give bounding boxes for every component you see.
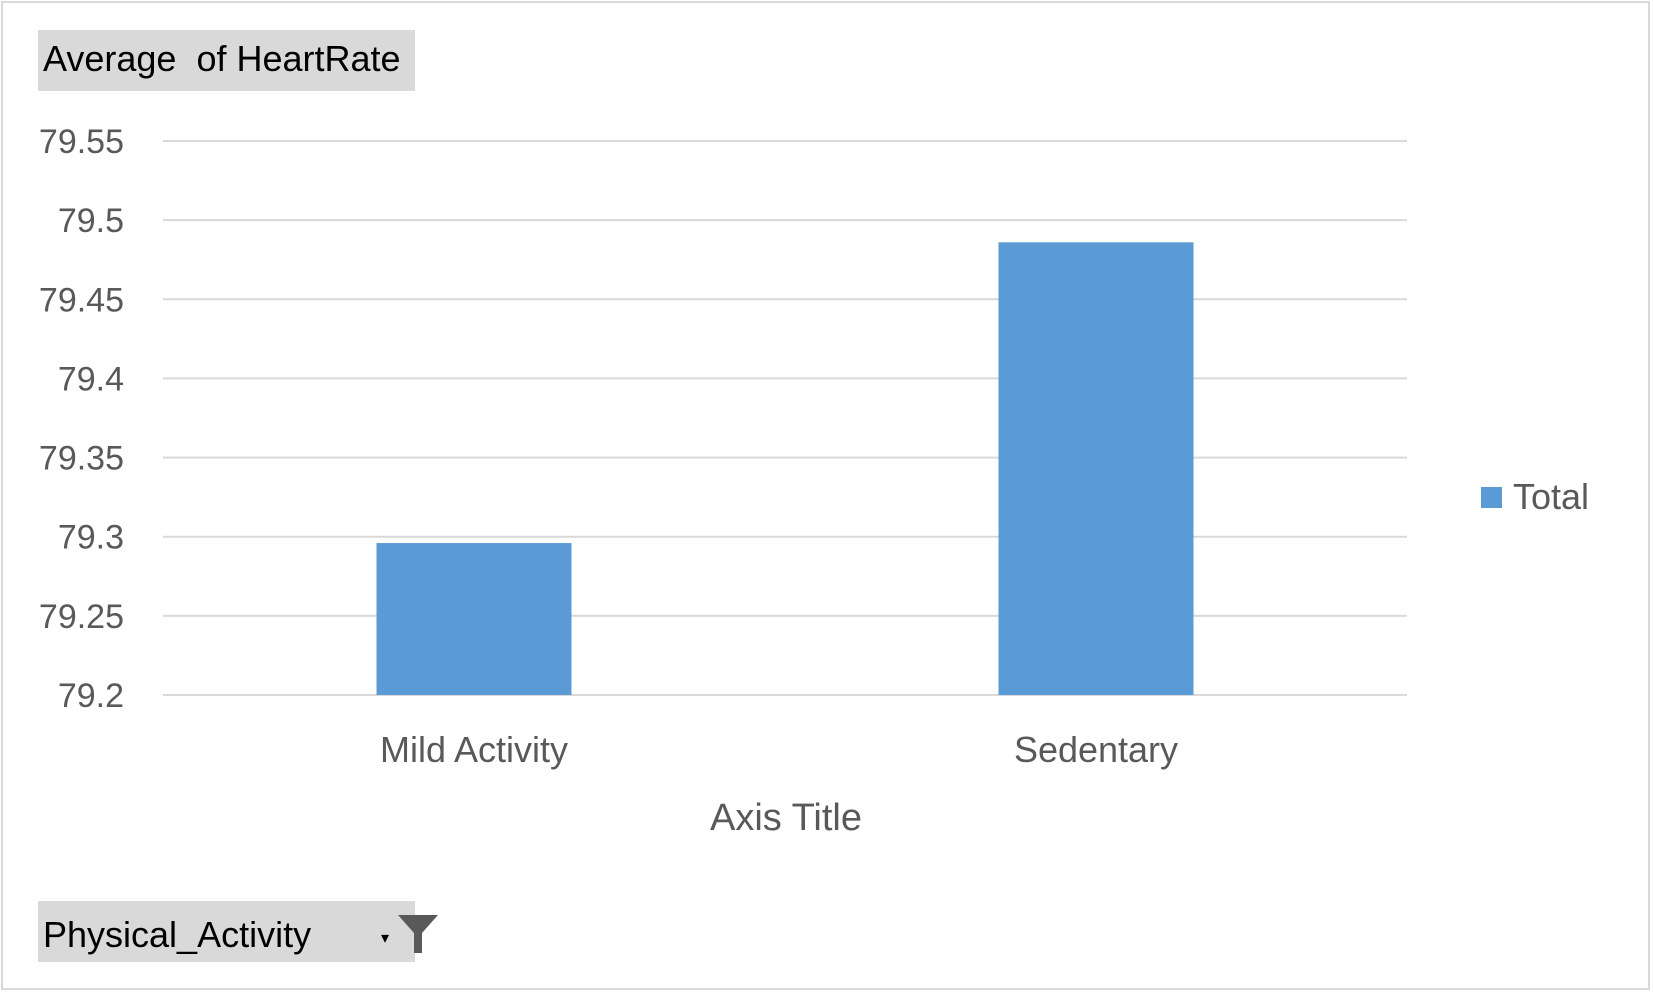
bar-mild-activity[interactable] (376, 543, 572, 695)
axis-field-label: Physical_Activity (43, 914, 312, 955)
y-tick-label: 79.45 (39, 281, 124, 319)
legend-swatch-total (1481, 487, 1502, 508)
y-tick-label: 79.25 (39, 598, 124, 636)
values-field-label: Average of HeartRate (43, 38, 401, 79)
axis-field-button[interactable]: Physical_Activity ▾ (38, 901, 438, 962)
bars[interactable] (376, 242, 1194, 695)
x-category-label: Sedentary (1014, 729, 1178, 770)
x-category-label: Mild Activity (380, 729, 568, 770)
x-axis-title[interactable]: Axis Title (710, 797, 862, 839)
y-tick-label: 79.5 (58, 202, 124, 240)
dropdown-arrow-icon[interactable]: ▾ (381, 930, 390, 947)
gridlines (163, 140, 1407, 696)
legend[interactable]: Total (1481, 476, 1589, 517)
y-tick-label: 79.3 (58, 519, 124, 557)
x-axis-categories: Mild Activity Sedentary (380, 729, 1178, 770)
y-tick-label: 79.55 (39, 123, 124, 161)
values-field-button[interactable]: Average of HeartRate (38, 30, 415, 91)
y-tick-label: 79.2 (58, 677, 124, 715)
filter-funnel-icon[interactable] (396, 913, 440, 955)
legend-label-total: Total (1513, 476, 1589, 517)
y-tick-label: 79.35 (39, 440, 124, 478)
y-tick-label: 79.4 (58, 360, 124, 398)
bar-sedentary[interactable] (998, 242, 1194, 695)
y-axis-ticks: 79.2 79.25 79.3 79.35 79.4 79.45 79.5 79.55 (39, 123, 124, 715)
